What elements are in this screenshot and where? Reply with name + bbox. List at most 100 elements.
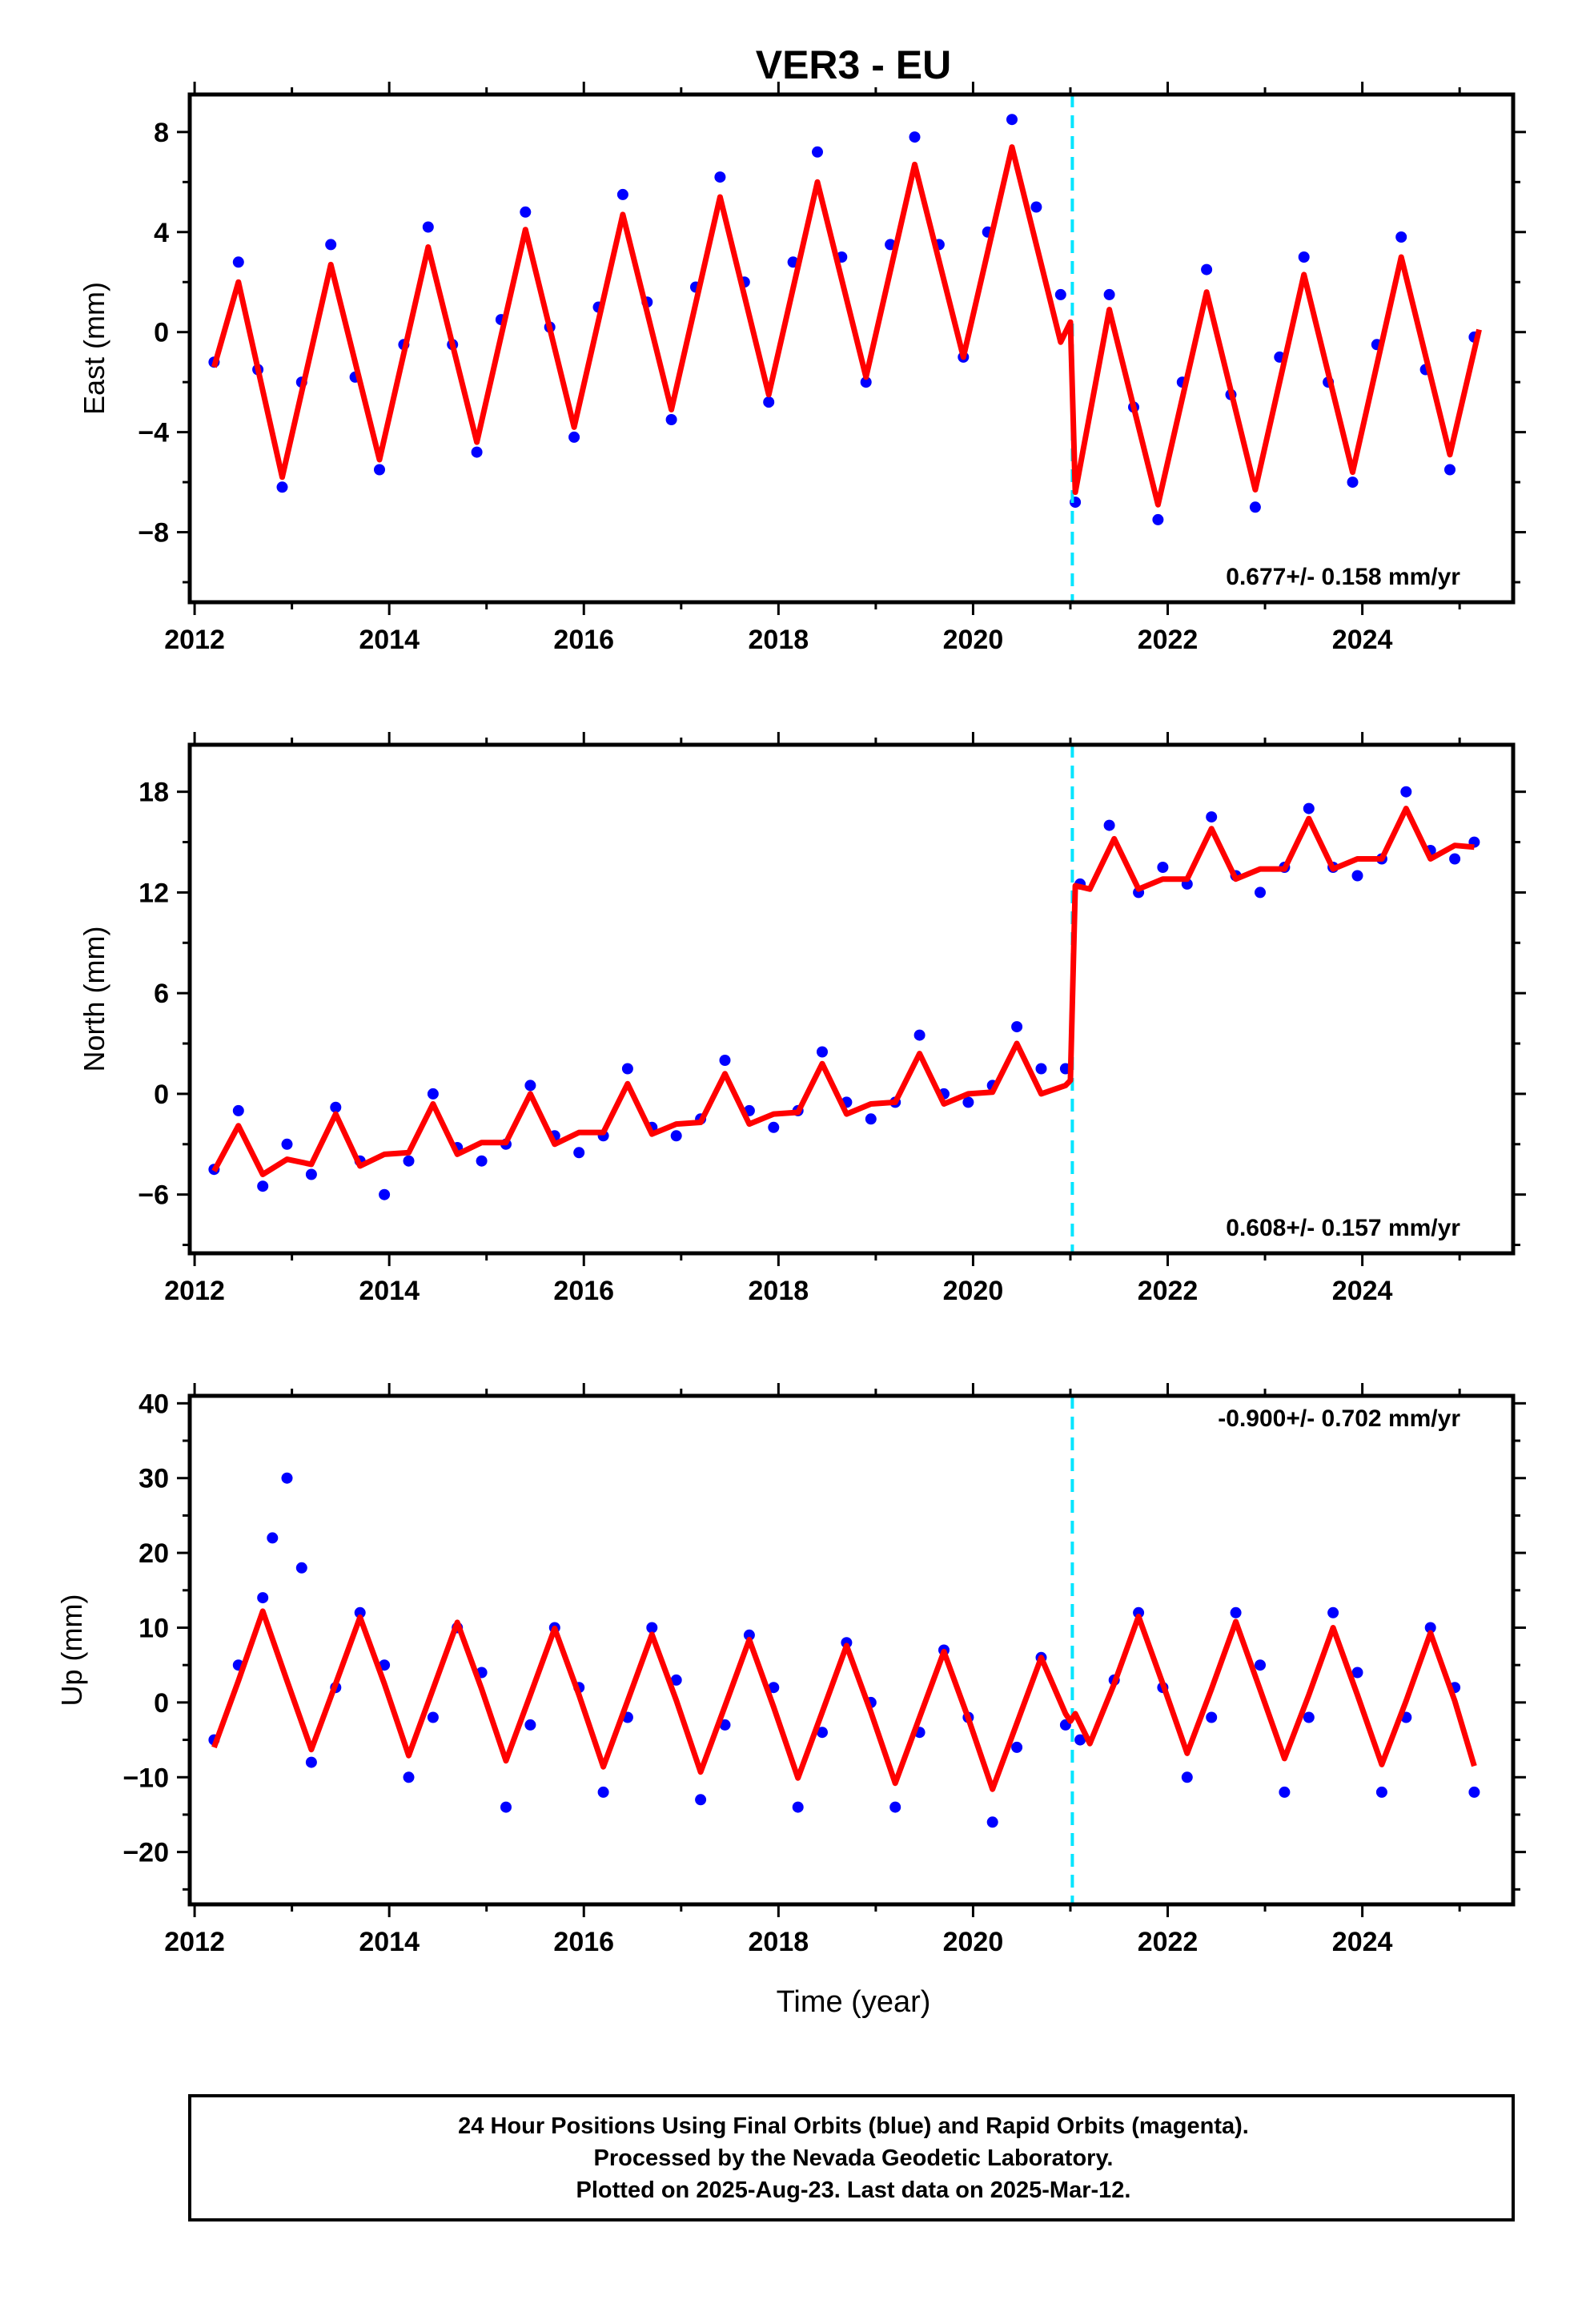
north-data-point — [1255, 887, 1266, 899]
up-data-point — [1424, 1622, 1436, 1634]
east-y-tick-label: −8 — [138, 518, 169, 549]
footer-frame — [188, 2094, 1515, 2221]
north-y-tick-label: 12 — [139, 878, 169, 908]
up-x-tick-label: 2016 — [553, 1927, 614, 1957]
east-data-point — [1152, 513, 1164, 525]
north-x-tick-label: 2022 — [1138, 1276, 1199, 1306]
east-panel: 2012 2014 2016 2018 2020 2022 2024 −8 −4 0 4 8 East … — [78, 82, 1526, 655]
east-x-tick-label: 2020 — [943, 625, 1004, 655]
up-data-point — [1303, 1711, 1315, 1723]
east-x-tick-label: 2024 — [1332, 625, 1393, 655]
up-data-point — [768, 1682, 780, 1694]
north-x-tick-label: 2020 — [943, 1276, 1004, 1306]
north-data-point — [427, 1088, 439, 1100]
north-data-point — [719, 1055, 731, 1066]
east-data-point — [812, 146, 823, 158]
up-data-point — [695, 1794, 707, 1806]
north-y-tick-label: 6 — [154, 979, 169, 1009]
chart-title: VER3 - EU — [756, 42, 952, 87]
north-plot-area — [208, 745, 1480, 1253]
north-data-point — [962, 1096, 974, 1108]
north-x-tick-label: 2018 — [749, 1276, 809, 1306]
east-data-point — [616, 188, 628, 200]
north-data-point — [257, 1180, 269, 1192]
north-x-tick-label: 2024 — [1332, 1276, 1393, 1306]
up-panel: 2012 2014 2016 2018 2020 2022 2024 −20 −10 0 10 20 3… — [55, 1383, 1526, 1957]
north-frame — [187, 742, 1516, 1256]
east-data-point — [276, 481, 288, 493]
x-axis-label: Time (year) — [777, 1985, 931, 2019]
north-data-point — [330, 1101, 342, 1113]
up-y-tick-label: 0 — [154, 1688, 169, 1719]
east-rate-label: 0.677+/- 0.158 mm/yr — [1226, 564, 1460, 590]
north-data-point — [281, 1138, 293, 1150]
north-data-point — [305, 1168, 317, 1180]
up-data-point — [1255, 1659, 1266, 1671]
east-x-tick-label: 2018 — [749, 625, 809, 655]
up-data-point — [1375, 1786, 1387, 1798]
up-data-point — [1279, 1786, 1291, 1798]
up-y-tick-label: −10 — [122, 1763, 169, 1793]
up-x-tick-label: 2020 — [943, 1927, 1004, 1957]
east-data-point — [1103, 288, 1115, 300]
east-data-point — [909, 131, 921, 143]
up-data-point — [305, 1756, 317, 1768]
north-data-point — [1035, 1063, 1047, 1075]
east-data-point — [568, 431, 580, 443]
north-data-point — [1303, 802, 1315, 814]
east-data-point — [422, 221, 434, 233]
up-y-axis-label: Up (mm) — [55, 1594, 88, 1707]
north-y-tick-label: 18 — [139, 778, 169, 808]
up-data-point — [500, 1801, 512, 1813]
east-data-point — [763, 396, 775, 408]
up-data-point — [267, 1532, 279, 1544]
up-data-point — [295, 1562, 307, 1574]
up-data-point — [670, 1674, 682, 1686]
east-x-tick-label: 2022 — [1138, 625, 1199, 655]
north-data-point — [817, 1046, 828, 1058]
up-data-point — [1230, 1606, 1242, 1618]
up-data-point — [597, 1786, 609, 1798]
east-y-tick-label: 4 — [154, 218, 169, 248]
north-data-point — [768, 1121, 780, 1133]
up-data-point — [1327, 1606, 1339, 1618]
north-data-point — [1206, 811, 1218, 823]
north-x-tick-label: 2012 — [164, 1276, 225, 1306]
up-data-point — [986, 1816, 998, 1828]
east-data-point — [325, 239, 337, 251]
east-data-point — [520, 206, 532, 218]
north-y-tick-label: 0 — [154, 1080, 169, 1110]
up-data-point — [1011, 1741, 1023, 1753]
up-plot-area — [208, 1396, 1480, 1904]
east-data-point — [232, 256, 244, 268]
east-frame — [187, 92, 1516, 605]
east-data-point — [374, 464, 385, 476]
east-x-tick-label: 2012 — [164, 625, 225, 655]
east-y-axis-label: East (mm) — [78, 282, 110, 415]
up-data-point — [281, 1472, 293, 1484]
north-data-point — [573, 1147, 585, 1159]
up-y-tick-label: 20 — [139, 1538, 169, 1569]
north-model-fit-line — [211, 806, 1475, 1177]
up-data-point — [1181, 1771, 1193, 1783]
north-data-point — [403, 1155, 415, 1167]
up-data-point — [743, 1629, 755, 1641]
north-data-point — [1351, 870, 1363, 882]
east-data-point — [1054, 288, 1066, 300]
footer-line-3: Plotted on 2025-Aug-23. Last data on 202… — [576, 2177, 1131, 2203]
up-y-tick-label: −20 — [122, 1838, 169, 1868]
up-data-point — [427, 1711, 439, 1723]
up-data-point — [403, 1771, 415, 1783]
footer-line-2: Processed by the Nevada Geodetic Laborat… — [594, 2145, 1114, 2171]
north-data-point — [524, 1080, 536, 1092]
east-data-point — [1347, 476, 1359, 489]
north-data-point — [1400, 786, 1412, 798]
east-y-tick-label: 8 — [154, 118, 169, 148]
up-model-fit-line — [211, 1608, 1477, 1792]
east-x-tick-label: 2014 — [359, 625, 420, 655]
up-data-point — [1351, 1667, 1363, 1679]
up-rate-label: -0.900+/- 0.702 mm/yr — [1218, 1405, 1460, 1432]
up-x-tick-label: 2024 — [1332, 1927, 1393, 1957]
up-y-tick-label: 40 — [139, 1389, 169, 1419]
